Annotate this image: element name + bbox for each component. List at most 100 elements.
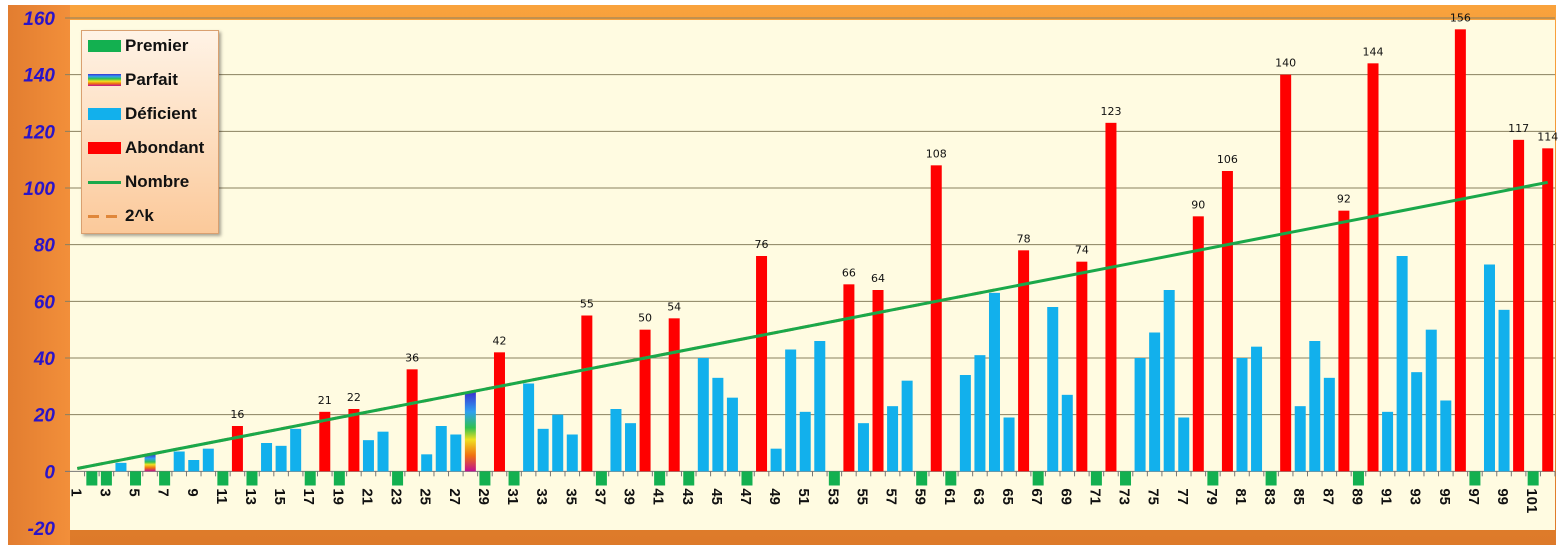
data-label: 76 bbox=[755, 238, 769, 251]
bar-abondant bbox=[493, 352, 505, 472]
data-label: 16 bbox=[230, 408, 244, 421]
bar-premier bbox=[916, 471, 928, 486]
legend-item-parfait: Parfait bbox=[88, 68, 178, 92]
bar-deficient bbox=[1411, 372, 1423, 472]
bar-deficient bbox=[1251, 346, 1263, 472]
legend-item-deficient: Déficient bbox=[88, 102, 197, 126]
bar-deficient bbox=[799, 411, 811, 472]
x-tick-label: 45 bbox=[708, 488, 725, 505]
bar-deficient bbox=[1003, 417, 1015, 472]
x-tick-label: 47 bbox=[737, 488, 754, 505]
bar-premier bbox=[333, 471, 345, 486]
data-label: 64 bbox=[871, 272, 885, 285]
bar-abondant bbox=[1280, 74, 1292, 472]
data-label: 42 bbox=[492, 334, 506, 347]
bar-deficient bbox=[1236, 358, 1248, 472]
bar-premier bbox=[595, 471, 607, 486]
y-tick-label: 40 bbox=[33, 349, 56, 370]
bar-parfait bbox=[144, 454, 156, 472]
x-tick-label: 15 bbox=[271, 488, 288, 505]
x-tick-label: 59 bbox=[912, 488, 929, 505]
x-tick-label: 85 bbox=[1290, 488, 1307, 505]
y-axis-panel bbox=[8, 5, 70, 545]
y-tick-label: 120 bbox=[23, 122, 55, 143]
x-tick-label: 41 bbox=[650, 488, 667, 505]
bar-abondant bbox=[1367, 63, 1379, 472]
bar-premier bbox=[1090, 471, 1102, 486]
bar-deficient bbox=[261, 443, 273, 472]
bar-deficient bbox=[188, 460, 200, 472]
data-label: 140 bbox=[1275, 57, 1296, 70]
bar-abondant bbox=[872, 290, 884, 472]
bar-abondant bbox=[319, 411, 331, 472]
bar-premier bbox=[304, 471, 316, 486]
legend-label: Abondant bbox=[125, 138, 205, 157]
bar-deficient bbox=[1483, 264, 1495, 472]
bar-deficient bbox=[421, 454, 433, 472]
bar-deficient bbox=[697, 358, 709, 472]
bar-deficient bbox=[887, 406, 899, 472]
x-tick-label: 99 bbox=[1494, 488, 1511, 505]
data-label: 156 bbox=[1450, 11, 1471, 24]
bar-premier bbox=[654, 471, 666, 486]
x-tick-label: 19 bbox=[329, 488, 346, 505]
bar-abondant bbox=[348, 409, 360, 472]
legend-item-nombre: Nombre bbox=[88, 170, 189, 194]
x-tick-label: 83 bbox=[1261, 488, 1278, 505]
x-tick-label: 35 bbox=[562, 488, 579, 505]
bar-abondant bbox=[843, 284, 855, 472]
bar-deficient bbox=[1061, 394, 1073, 472]
y-tick-label: 140 bbox=[23, 66, 55, 87]
bar-deficient bbox=[974, 355, 986, 472]
bar-deficient bbox=[275, 445, 287, 472]
bar-abondant bbox=[1454, 29, 1466, 472]
bar-abondant bbox=[1338, 210, 1350, 472]
legend-item-premier: Premier bbox=[88, 34, 188, 58]
data-label: 106 bbox=[1217, 153, 1238, 166]
data-label: 92 bbox=[1337, 193, 1351, 206]
bar-premier bbox=[86, 471, 98, 486]
bar-deficient bbox=[202, 448, 214, 472]
data-label: 78 bbox=[1017, 232, 1031, 245]
bar-deficient bbox=[1498, 309, 1510, 472]
bar-premier bbox=[392, 471, 404, 486]
bar-deficient bbox=[610, 409, 622, 472]
x-tick-label: 39 bbox=[621, 488, 638, 505]
data-label: 114 bbox=[1537, 130, 1558, 143]
x-tick-label: 79 bbox=[1203, 488, 1220, 505]
data-label: 55 bbox=[580, 298, 594, 311]
line-nombre bbox=[76, 180, 1549, 470]
x-tick-label: 7 bbox=[155, 488, 172, 496]
bar-deficient bbox=[1440, 400, 1452, 472]
bar-abondant bbox=[1018, 250, 1030, 472]
bar-deficient bbox=[290, 428, 302, 472]
bar-deficient bbox=[814, 341, 826, 472]
bar-abondant bbox=[1192, 216, 1204, 472]
x-tick-label: 51 bbox=[795, 488, 812, 505]
bar-premier bbox=[1265, 471, 1277, 486]
x-tick-label: 97 bbox=[1465, 488, 1482, 505]
bar-abondant bbox=[231, 426, 243, 472]
bar-deficient bbox=[435, 426, 447, 472]
data-label: 54 bbox=[667, 300, 681, 313]
bar-deficient bbox=[988, 292, 1000, 472]
bar-premier bbox=[741, 471, 753, 486]
legend-label: Premier bbox=[125, 36, 189, 55]
deficient-swatch bbox=[88, 108, 121, 120]
abondant-swatch bbox=[88, 142, 121, 154]
x-tick-label: 49 bbox=[766, 488, 783, 505]
bar-abondant bbox=[639, 329, 651, 472]
bar-deficient bbox=[901, 380, 913, 472]
bar-premier bbox=[479, 471, 491, 486]
x-tick-label: 1 bbox=[67, 488, 84, 496]
x-tick-label: 23 bbox=[388, 488, 405, 505]
x-tick-label: 65 bbox=[999, 488, 1016, 505]
x-tick-label: 63 bbox=[970, 488, 987, 505]
x-tick-label: 61 bbox=[941, 488, 958, 505]
bar-deficient bbox=[523, 383, 535, 472]
bar-deficient bbox=[1134, 358, 1146, 472]
x-tick-label: 31 bbox=[504, 488, 521, 505]
x-tick-label: 53 bbox=[824, 488, 841, 505]
legend-label: Nombre bbox=[125, 172, 190, 191]
x-tick-label: 91 bbox=[1378, 488, 1395, 505]
